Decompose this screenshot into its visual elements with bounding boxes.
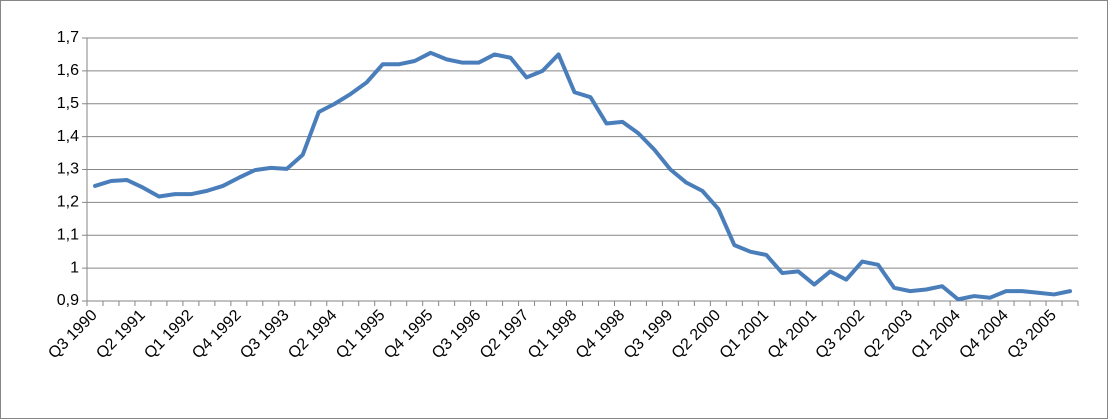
y-tick-label: 1,1 [57,226,79,243]
y-tick-label: 1,6 [57,62,79,79]
y-tick-label: 1,4 [57,128,79,145]
y-tick-label: 0,9 [57,292,79,309]
y-tick-label: 1 [70,259,79,276]
y-tick-label: 1,2 [57,194,79,211]
y-tick-label: 1,7 [57,29,79,46]
y-tick-label: 1,5 [57,95,79,112]
y-tick-label: 1,3 [57,161,79,178]
data-line [92,50,1073,302]
